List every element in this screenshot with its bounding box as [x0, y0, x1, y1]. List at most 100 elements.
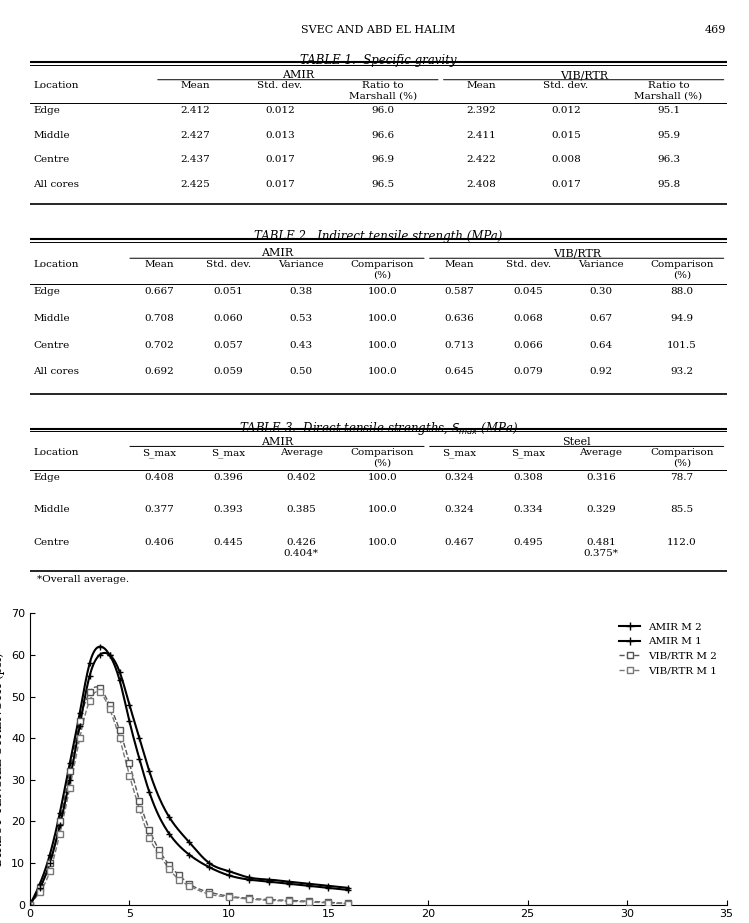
- Text: Centre: Centre: [34, 155, 70, 164]
- Text: AMIR: AMIR: [282, 70, 314, 80]
- Text: 0.467: 0.467: [444, 538, 474, 547]
- Text: 0.066: 0.066: [513, 341, 543, 350]
- Text: 0.708: 0.708: [145, 314, 175, 323]
- Text: 0.051: 0.051: [213, 287, 243, 295]
- Text: 0.396: 0.396: [213, 473, 243, 482]
- Text: 96.5: 96.5: [372, 180, 394, 189]
- Text: 85.5: 85.5: [670, 506, 694, 514]
- Text: 100.0: 100.0: [368, 473, 397, 482]
- Text: 93.2: 93.2: [670, 367, 694, 377]
- Text: 100.0: 100.0: [368, 367, 397, 377]
- Text: VIB/RTR: VIB/RTR: [553, 248, 601, 258]
- Text: Variance: Variance: [279, 260, 324, 270]
- Text: 0.334: 0.334: [513, 506, 543, 514]
- Text: 0.008: 0.008: [551, 155, 580, 164]
- Text: 0.017: 0.017: [551, 180, 580, 189]
- Text: 0.406: 0.406: [145, 538, 175, 547]
- Text: Comparison
(%): Comparison (%): [351, 448, 414, 468]
- Text: Location: Location: [34, 81, 79, 90]
- Text: S_max: S_max: [142, 448, 177, 458]
- Text: 96.9: 96.9: [372, 155, 394, 164]
- Text: Edge: Edge: [34, 106, 61, 114]
- Text: 2.392: 2.392: [466, 106, 496, 114]
- Text: AMIR: AMIR: [261, 438, 293, 447]
- Text: TABLE 1.  Specific gravity: TABLE 1. Specific gravity: [300, 54, 456, 66]
- Text: VIB/RTR: VIB/RTR: [560, 70, 607, 80]
- Text: 0.53: 0.53: [290, 314, 313, 323]
- Text: 100.0: 100.0: [368, 287, 397, 295]
- Text: 0.385: 0.385: [286, 506, 316, 514]
- Text: TABLE 2.  Indirect tensile strength (MPa): TABLE 2. Indirect tensile strength (MPa): [254, 230, 503, 243]
- Text: Edge: Edge: [34, 287, 61, 295]
- Text: 2.425: 2.425: [181, 180, 210, 189]
- Text: Comparison
(%): Comparison (%): [650, 448, 714, 468]
- Text: S_max: S_max: [442, 448, 476, 458]
- Text: 0.017: 0.017: [265, 180, 295, 189]
- Text: 0.012: 0.012: [265, 106, 295, 114]
- Text: 96.3: 96.3: [657, 155, 680, 164]
- Text: 96.6: 96.6: [372, 130, 394, 139]
- Text: 0.393: 0.393: [213, 506, 243, 514]
- Text: 88.0: 88.0: [670, 287, 694, 295]
- Text: 0.645: 0.645: [444, 367, 474, 377]
- Text: 0.308: 0.308: [513, 473, 543, 482]
- Text: TABLE 3.  Direct tensile strengths, $S_{max}$ (MPa): TABLE 3. Direct tensile strengths, $S_{m…: [239, 420, 518, 438]
- Text: Centre: Centre: [34, 341, 70, 350]
- Text: 100.0: 100.0: [368, 341, 397, 350]
- Text: 100.0: 100.0: [368, 538, 397, 547]
- Text: *Overall average.: *Overall average.: [37, 574, 129, 583]
- Text: Middle: Middle: [34, 506, 70, 514]
- Text: 0.068: 0.068: [513, 314, 543, 323]
- Text: 0.38: 0.38: [290, 287, 313, 295]
- Text: Std. dev.: Std. dev.: [206, 260, 251, 270]
- Text: Ratio to
Marshall (%): Ratio to Marshall (%): [348, 81, 416, 101]
- Text: Comparison
(%): Comparison (%): [351, 260, 414, 280]
- Text: Std. dev.: Std. dev.: [543, 81, 589, 90]
- Text: 0.636: 0.636: [444, 314, 474, 323]
- Text: 78.7: 78.7: [670, 473, 694, 482]
- Text: 0.015: 0.015: [551, 130, 580, 139]
- Text: 100.0: 100.0: [368, 506, 397, 514]
- Text: 0.702: 0.702: [145, 341, 175, 350]
- Text: Std. dev.: Std. dev.: [506, 260, 551, 270]
- Y-axis label: DIRECT TENSILE STRENGTH (psi): DIRECT TENSILE STRENGTH (psi): [0, 653, 5, 866]
- Text: 0.43: 0.43: [290, 341, 313, 350]
- Text: 0.408: 0.408: [145, 473, 175, 482]
- Text: 0.329: 0.329: [586, 506, 616, 514]
- Text: 95.1: 95.1: [657, 106, 680, 114]
- Text: 0.692: 0.692: [145, 367, 175, 377]
- Text: 469: 469: [705, 25, 727, 35]
- Text: 2.408: 2.408: [466, 180, 496, 189]
- Text: Average: Average: [580, 448, 622, 457]
- Text: Steel: Steel: [562, 438, 591, 447]
- Text: 2.411: 2.411: [466, 130, 496, 139]
- Text: 0.30: 0.30: [589, 287, 613, 295]
- Text: Edge: Edge: [34, 473, 61, 482]
- Text: All cores: All cores: [34, 180, 79, 189]
- Text: 2.427: 2.427: [181, 130, 210, 139]
- Text: 0.426
0.404*: 0.426 0.404*: [284, 538, 319, 557]
- Text: Location: Location: [34, 448, 79, 457]
- Text: 0.060: 0.060: [213, 314, 243, 323]
- Text: Std. dev.: Std. dev.: [258, 81, 303, 90]
- Text: 0.059: 0.059: [213, 367, 243, 377]
- Text: Mean: Mean: [466, 81, 496, 90]
- Text: 101.5: 101.5: [667, 341, 697, 350]
- Text: 0.50: 0.50: [290, 367, 313, 377]
- Text: Ratio to
Marshall (%): Ratio to Marshall (%): [634, 81, 703, 101]
- Text: 0.67: 0.67: [589, 314, 613, 323]
- Text: Mean: Mean: [181, 81, 210, 90]
- Text: S_max: S_max: [211, 448, 246, 458]
- Text: 0.013: 0.013: [265, 130, 295, 139]
- Text: 96.0: 96.0: [372, 106, 394, 114]
- Text: 0.64: 0.64: [589, 341, 613, 350]
- Text: 100.0: 100.0: [368, 314, 397, 323]
- Text: 95.8: 95.8: [657, 180, 680, 189]
- Text: Mean: Mean: [444, 260, 474, 270]
- Text: Middle: Middle: [34, 314, 70, 323]
- Text: AMIR: AMIR: [261, 248, 293, 258]
- Text: 0.587: 0.587: [444, 287, 474, 295]
- Text: 2.437: 2.437: [181, 155, 210, 164]
- Text: Mean: Mean: [145, 260, 175, 270]
- Text: 0.045: 0.045: [513, 287, 543, 295]
